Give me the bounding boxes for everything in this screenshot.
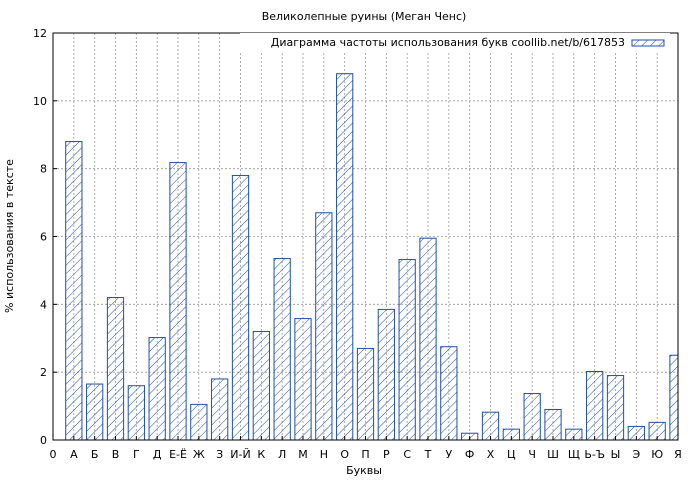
x-tick-label: Ю (651, 448, 663, 461)
bar (523, 393, 541, 441)
bar (669, 354, 679, 441)
x-tick-label: Г (133, 448, 140, 461)
y-axis-title: % использования в тексте (3, 159, 16, 313)
x-tick-label: В (112, 448, 120, 461)
x-tick-label: Д (153, 448, 162, 461)
x-tick-label: Ы (611, 448, 621, 461)
bar (377, 308, 395, 441)
bar (190, 403, 208, 441)
bar (211, 378, 229, 441)
y-tick-label: 2 (40, 366, 47, 379)
bar (127, 385, 145, 441)
bar (544, 408, 562, 441)
chart-title: Великолепные руины (Меган Ченс) (262, 10, 467, 23)
bar (356, 347, 375, 441)
x-axis-title: Буквы (346, 464, 382, 477)
y-tick-label: 8 (40, 163, 47, 176)
x-tick-label: Т (424, 448, 432, 461)
x-tick-label: А (70, 448, 78, 461)
x-tick-label: К (257, 448, 265, 461)
y-tick-label: 0 (40, 434, 47, 447)
x-tick-label: О (340, 448, 349, 461)
legend-background (240, 33, 670, 51)
bar (294, 318, 312, 441)
x-tick-label: Э (632, 448, 640, 461)
y-tick-label: 12 (33, 27, 47, 40)
bar (65, 141, 83, 441)
bar (252, 330, 270, 441)
x-tick-label: Б (91, 448, 99, 461)
bar (315, 212, 333, 441)
x-tick-label: Х (487, 448, 495, 461)
x-tick-label: П (361, 448, 369, 461)
bar (148, 337, 166, 441)
x-tick-label: Я (674, 448, 682, 461)
x-tick-label: Ь-Ъ (584, 448, 605, 461)
x-tick-label: Ц (507, 448, 516, 461)
legend-swatch (631, 39, 665, 47)
bar (481, 411, 500, 441)
legend: Диаграмма частоты использования букв coo… (240, 33, 670, 51)
x-tick-label: С (403, 448, 411, 461)
x-tick-label: М (298, 448, 308, 461)
x-tick-label: Ш (547, 448, 559, 461)
x-tick-label: У (445, 448, 452, 461)
bar (419, 237, 437, 441)
x-tick-label: И-Й (230, 448, 250, 461)
x-tick-label: Ч (528, 448, 536, 461)
bars (65, 73, 679, 441)
x-tick-label-origin: 0 (50, 448, 57, 461)
bar (86, 383, 104, 441)
bar (273, 258, 291, 441)
x-tick-label: Щ (568, 448, 580, 461)
x-tick-label: Ф (465, 448, 474, 461)
x-tick-label: Ж (193, 448, 205, 461)
bar (336, 73, 354, 441)
x-tick-label: З (216, 448, 223, 461)
bar (606, 375, 625, 441)
bar (440, 346, 458, 441)
legend-label: Диаграмма частоты использования букв coo… (271, 36, 625, 49)
x-tick-label: Н (320, 448, 328, 461)
y-tick-label: 10 (33, 95, 47, 108)
bar (586, 370, 604, 441)
bar (169, 162, 187, 441)
y-tick-label: 6 (40, 231, 47, 244)
bar (398, 259, 416, 441)
x-tick-label: Р (383, 448, 390, 461)
x-tick-label: Е-Ё (169, 448, 187, 461)
bar (106, 297, 125, 441)
x-tick-label: Л (278, 448, 286, 461)
bar (231, 174, 250, 441)
y-tick-label: 4 (40, 298, 47, 311)
